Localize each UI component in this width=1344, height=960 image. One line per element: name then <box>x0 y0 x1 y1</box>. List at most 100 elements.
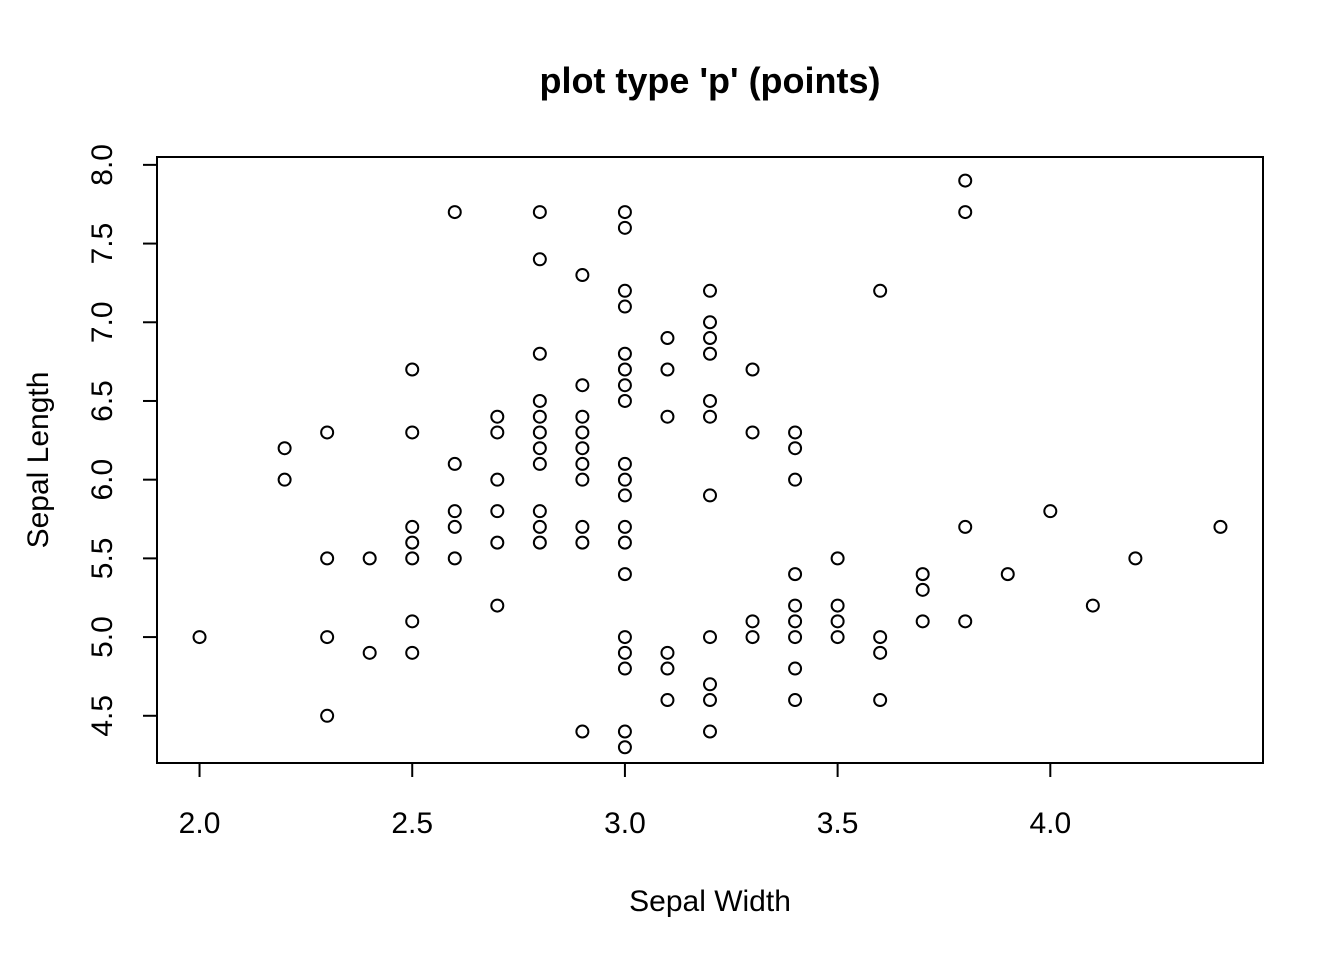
data-point <box>660 661 675 676</box>
data-point <box>788 630 803 645</box>
data-point <box>873 693 888 708</box>
x-tick-label: 3.5 <box>817 807 859 840</box>
y-axis: 4.5 5.0 5.5 6.0 6.5 7.0 7.5 8.0 <box>86 144 158 737</box>
data-point <box>830 630 845 645</box>
data-point <box>617 378 632 393</box>
data-point <box>660 645 675 660</box>
data-point <box>1213 519 1228 534</box>
data-point <box>617 456 632 471</box>
data-point <box>788 598 803 613</box>
data-point <box>617 740 632 755</box>
data-point <box>788 661 803 676</box>
data-point <box>703 315 717 330</box>
data-point <box>617 205 632 220</box>
data-point <box>703 393 717 408</box>
data-point <box>788 441 803 456</box>
data-point <box>405 362 420 377</box>
data-point <box>873 645 888 660</box>
data-point <box>617 283 632 298</box>
data-point <box>490 504 505 519</box>
data-point <box>532 519 547 534</box>
data-point <box>447 205 462 220</box>
data-point <box>745 362 760 377</box>
data-point <box>788 614 803 629</box>
data-point <box>617 567 632 582</box>
data-point <box>915 614 930 629</box>
data-point <box>660 331 675 346</box>
data-point <box>958 614 973 629</box>
data-point <box>617 472 632 487</box>
data-point <box>447 551 462 566</box>
data-point <box>447 504 462 519</box>
data-point <box>575 472 590 487</box>
data-point <box>1128 551 1143 566</box>
data-point <box>830 614 845 629</box>
data-point <box>490 409 505 424</box>
data-point <box>617 346 632 361</box>
data-point <box>575 535 590 550</box>
data-point <box>362 645 377 660</box>
y-tick-label: 7.0 <box>86 301 119 343</box>
data-point <box>575 456 590 471</box>
data-point <box>575 724 590 739</box>
data-point <box>788 567 803 582</box>
data-point <box>405 645 420 660</box>
data-point <box>490 472 505 487</box>
chart-title: plot type 'p' (points) <box>539 60 880 101</box>
data-point <box>703 677 717 692</box>
data-point <box>830 598 845 613</box>
data-point <box>1043 504 1058 519</box>
data-point <box>277 441 292 456</box>
data-point <box>958 173 973 188</box>
data-point <box>958 205 973 220</box>
data-point <box>660 693 675 708</box>
data-point <box>532 409 547 424</box>
data-point <box>447 519 462 534</box>
data-point <box>617 220 632 235</box>
data-point <box>575 409 590 424</box>
data-point <box>617 645 632 660</box>
data-point <box>788 425 803 440</box>
data-point <box>617 661 632 676</box>
data-point <box>745 614 760 629</box>
data-point <box>703 724 717 739</box>
data-point <box>745 630 760 645</box>
data-point <box>532 441 547 456</box>
data-point <box>532 205 547 220</box>
y-tick-label: 7.5 <box>86 223 119 265</box>
data-point <box>192 630 207 645</box>
x-tick-label: 2.5 <box>391 807 433 840</box>
data-point <box>405 535 420 550</box>
x-tick-label: 2.0 <box>179 807 221 840</box>
y-tick-label: 5.0 <box>86 616 119 658</box>
data-point <box>617 519 632 534</box>
data-point <box>532 252 547 267</box>
x-axis: 2.0 2.5 3.0 3.5 4.0 <box>179 762 1071 840</box>
data-point <box>703 283 717 298</box>
data-point <box>788 693 803 708</box>
data-point <box>788 472 803 487</box>
data-point <box>915 582 930 597</box>
data-point <box>490 535 505 550</box>
data-point <box>617 362 632 377</box>
data-point <box>1085 598 1100 613</box>
data-point <box>617 724 632 739</box>
plot-frame <box>156 156 1264 764</box>
x-tick-label: 4.0 <box>1029 807 1071 840</box>
data-point <box>703 488 717 503</box>
data-point <box>532 346 547 361</box>
data-point <box>532 535 547 550</box>
data-point <box>490 425 505 440</box>
data-point <box>532 504 547 519</box>
data-point <box>660 409 675 424</box>
data-point <box>320 425 335 440</box>
data-point <box>405 519 420 534</box>
data-point <box>703 331 717 346</box>
data-point <box>1000 567 1015 582</box>
y-tick-label: 6.5 <box>86 380 119 422</box>
y-axis-label: Sepal Length <box>22 372 55 549</box>
data-points <box>192 173 1228 755</box>
data-point <box>703 630 717 645</box>
data-point <box>617 630 632 645</box>
